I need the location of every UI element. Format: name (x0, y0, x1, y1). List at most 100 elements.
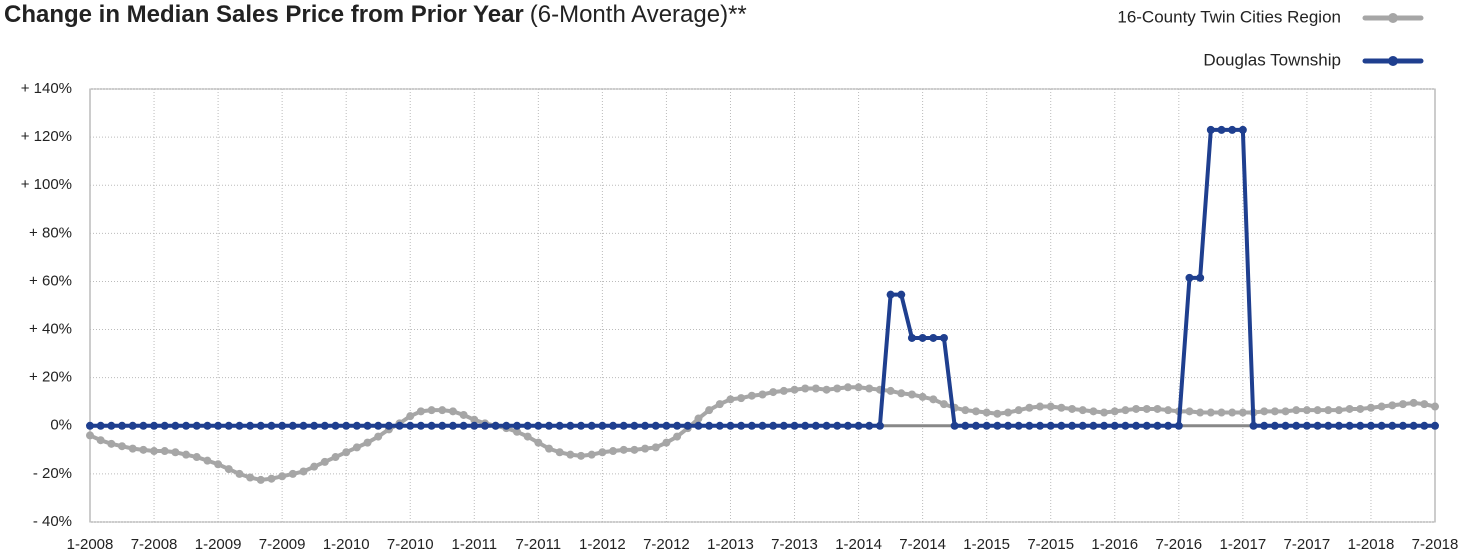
point (555, 448, 564, 457)
point (726, 395, 735, 404)
point (843, 383, 852, 392)
point (395, 421, 404, 430)
point (459, 410, 468, 419)
point (1302, 421, 1311, 430)
point (1377, 402, 1386, 411)
point (1089, 407, 1098, 416)
point (1345, 404, 1354, 413)
point (662, 421, 671, 430)
point (1036, 421, 1045, 430)
point (715, 421, 724, 430)
point (1249, 421, 1258, 430)
point (342, 448, 351, 457)
point (1366, 421, 1375, 430)
point (267, 474, 276, 483)
point (352, 443, 361, 452)
point (224, 465, 233, 474)
point (929, 333, 938, 342)
point (1046, 402, 1055, 411)
point (918, 392, 927, 401)
point (1196, 273, 1205, 282)
point (683, 421, 692, 430)
point (1057, 403, 1066, 412)
point (619, 445, 628, 454)
point (352, 421, 361, 430)
point (246, 421, 255, 430)
point (1388, 401, 1397, 410)
point (1110, 421, 1119, 430)
point (1292, 421, 1301, 430)
point (1324, 421, 1333, 430)
x-tick-label: 1-2011 (451, 536, 497, 553)
point (1153, 404, 1162, 413)
point (1185, 273, 1194, 282)
point (651, 421, 660, 430)
y-tick-label: - 40% (33, 513, 72, 530)
point (1334, 406, 1343, 415)
x-tick-label: 7-2008 (131, 536, 178, 553)
point (566, 450, 575, 459)
point (107, 421, 116, 430)
point (1206, 125, 1215, 134)
point (480, 421, 489, 430)
point (192, 453, 201, 462)
point (256, 421, 265, 430)
x-tick-label: 1-2013 (707, 536, 754, 553)
chart-title: Change in Median Sales Price from Prior … (4, 1, 747, 28)
point (673, 421, 682, 430)
point (1217, 408, 1226, 417)
point (737, 394, 746, 403)
point (1431, 402, 1439, 411)
point (235, 421, 244, 430)
title-sub: (6-Month Average)** (530, 1, 747, 28)
point (779, 421, 788, 430)
point (470, 421, 479, 430)
x-tick-label: 7-2014 (899, 536, 946, 553)
point (1036, 402, 1045, 411)
point (192, 421, 201, 430)
point (299, 421, 308, 430)
point (1409, 398, 1418, 407)
point (1420, 421, 1429, 430)
x-tick-label: 7-2018 (1412, 536, 1459, 553)
point (619, 421, 628, 430)
y-tick-label: + 120% (21, 128, 72, 145)
point (1121, 421, 1130, 430)
point (737, 421, 746, 430)
point (288, 421, 297, 430)
point (1164, 406, 1173, 415)
point (406, 412, 415, 421)
x-tick-label: 7-2009 (259, 536, 306, 553)
point (822, 421, 831, 430)
point (833, 384, 842, 393)
point (961, 406, 970, 415)
point (726, 421, 735, 430)
y-tick-label: 0% (50, 417, 72, 434)
point (427, 406, 436, 415)
point (609, 447, 618, 456)
x-tick-label: 7-2011 (516, 536, 562, 553)
point (1270, 421, 1279, 430)
point (1164, 421, 1173, 430)
x-tick-label: 1-2012 (579, 536, 626, 553)
point (1313, 406, 1322, 415)
point (1324, 406, 1333, 415)
point (1142, 421, 1151, 430)
point (299, 467, 308, 476)
point (139, 445, 148, 454)
point (694, 421, 703, 430)
y-tick-label: + 140% (21, 80, 72, 97)
x-tick-label: 1-2018 (1348, 536, 1395, 553)
point (491, 421, 500, 430)
point (747, 421, 756, 430)
point (641, 421, 650, 430)
point (587, 421, 596, 430)
x-tick-label: 1-2010 (323, 536, 370, 553)
point (512, 421, 521, 430)
point (1121, 406, 1130, 415)
x-tick-label: 7-2015 (1027, 536, 1074, 553)
y-tick-label: + 100% (21, 176, 72, 193)
point (1025, 403, 1034, 412)
point (705, 421, 714, 430)
